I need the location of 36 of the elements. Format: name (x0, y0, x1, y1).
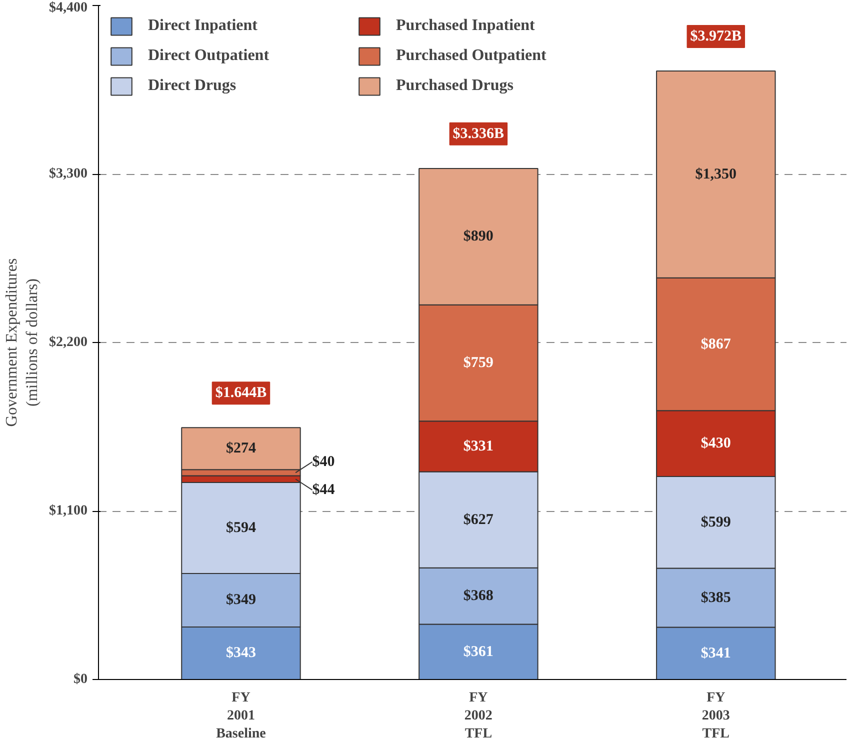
y-tick-label: $4,400 (49, 0, 88, 16)
y-tick-label: $0 (74, 672, 88, 687)
x-tick-label: FY 2002 TFL (464, 690, 492, 742)
total-label: $3.972B (690, 28, 742, 44)
legend-label: Purchased Inpatient (396, 17, 536, 35)
data-label: $274 (226, 440, 256, 457)
data-label: $44 (312, 482, 336, 498)
data-label: $343 (226, 645, 256, 662)
legend-label: Purchased Drugs (396, 77, 514, 95)
y-tick-label: $1,100 (49, 504, 88, 518)
data-label: $594 (226, 520, 256, 536)
x-tick-label: FY 2003 TFL (702, 690, 730, 742)
data-label: $759 (463, 354, 494, 371)
data-label: $385 (700, 590, 731, 606)
data-label: $368 (463, 588, 494, 604)
data-label: $890 (463, 228, 494, 245)
legend-label: Direct Outpatient (148, 47, 270, 65)
data-label: $40 (312, 454, 335, 470)
data-label: $1,350 (695, 166, 737, 182)
x-tick-label: FY 2001 Baseline (216, 690, 266, 742)
data-label: $867 (700, 336, 732, 352)
total-label: $3.336B (452, 126, 504, 142)
data-label: $599 (700, 514, 731, 530)
data-label: $349 (226, 592, 256, 608)
data-label: $430 (700, 436, 731, 452)
legend-label: Direct Inpatient (148, 17, 258, 35)
data-label: $361 (463, 644, 494, 660)
data-label: $331 (463, 438, 494, 454)
legend-label: Direct Drugs (148, 77, 238, 95)
data-label: $627 (463, 512, 494, 528)
y-tick-label: $3,300 (49, 166, 88, 182)
y-axis-title: Government Expenditures (millions of dollars) (4, 258, 41, 427)
data-label: $341 (700, 645, 731, 662)
legend-label: Purchased Outpatient (396, 47, 548, 65)
y-tick-label: $2,200 (49, 335, 88, 350)
total-label: $1.644B (215, 385, 267, 402)
